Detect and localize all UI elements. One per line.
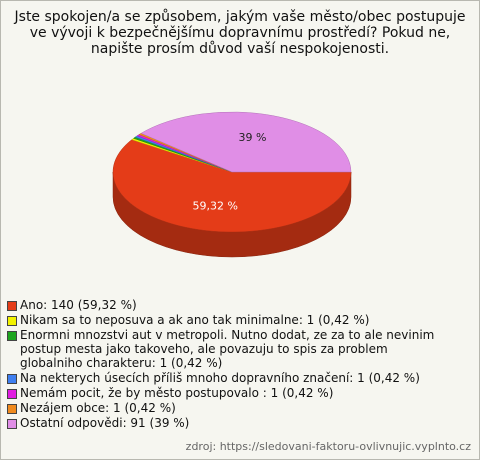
legend-item: Ano: 140 (59,32 %) <box>7 298 447 312</box>
legend-item: Enormni mnozstvi aut v metropoli. Nutno … <box>7 328 447 370</box>
legend-item: Nikam sa to neposuva a ak ano tak minima… <box>7 313 447 327</box>
legend-label: Enormni mnozstvi aut v metropoli. Nutno … <box>20 328 435 370</box>
legend-swatch <box>7 389 17 399</box>
source: zdroj: https://sledovani-faktoru-ovlivnu… <box>185 440 471 453</box>
legend: Ano: 140 (59,32 %) Nikam sa to neposuva a… <box>7 298 447 431</box>
legend-swatch <box>7 331 17 341</box>
chart-title: Jste spokojen/a se způsobem, jakým vaše … <box>14 9 466 57</box>
pie-slice <box>112 139 352 233</box>
legend-item: Nemám pocit, že by město postupovalo : 1… <box>7 386 447 400</box>
pie-slice <box>140 111 352 173</box>
legend-item: Na nekterych úsecích příliš mnoho doprav… <box>7 371 447 385</box>
legend-swatch <box>7 419 17 429</box>
value-label: 59,32 % <box>193 200 238 213</box>
pie-area: 59,32 % 39 % <box>112 111 352 258</box>
legend-swatch <box>7 316 17 326</box>
legend-swatch <box>7 404 17 414</box>
legend-label: Nezájem obce: 1 (0,42 %) <box>20 401 176 415</box>
legend-label: Ostatní odpovědi: 91 (39 %) <box>20 416 190 430</box>
legend-label: Ano: 140 (59,32 %) <box>20 298 137 312</box>
legend-item: Ostatní odpovědi: 91 (39 %) <box>7 416 447 430</box>
legend-swatch <box>7 301 17 311</box>
legend-label: Na nekterych úsecích příliš mnoho doprav… <box>20 371 420 385</box>
legend-label: Nikam sa to neposuva a ak ano tak minima… <box>20 313 370 327</box>
legend-item: Nezájem obce: 1 (0,42 %) <box>7 401 447 415</box>
legend-label: Nemám pocit, že by město postupovalo : 1… <box>20 386 334 400</box>
value-label: 39 % <box>238 131 266 144</box>
legend-swatch <box>7 374 17 384</box>
